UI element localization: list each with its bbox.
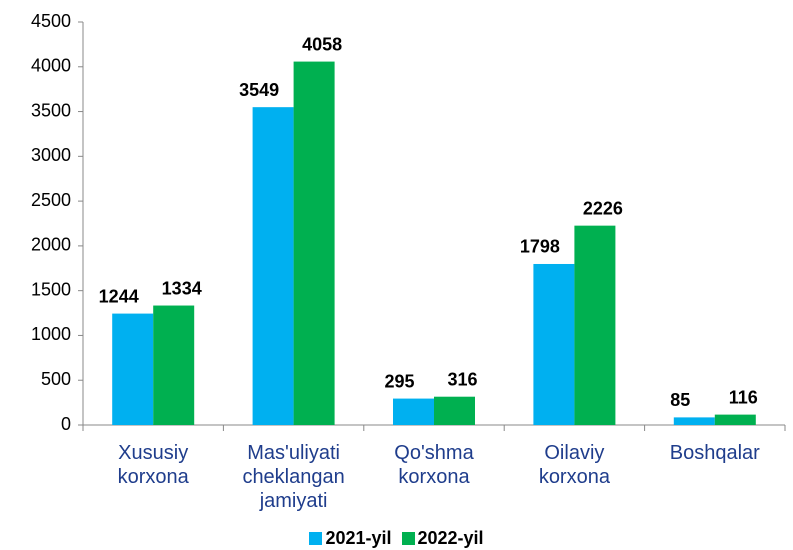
bar: [293, 61, 335, 425]
legend-swatch: [309, 532, 323, 545]
x-tick-label: Qo'shma korxona: [394, 442, 474, 488]
x-tick-label: Xususiy korxona: [117, 442, 189, 488]
data-label: 85: [670, 390, 690, 410]
data-label: 1244: [99, 286, 139, 306]
legend: 2021-yil 2022-yil: [0, 528, 793, 549]
y-tick-label: 500: [41, 369, 71, 389]
legend-swatch: [401, 532, 415, 545]
bar: [714, 414, 756, 425]
bar: [252, 107, 294, 426]
y-tick-label: 4000: [31, 56, 71, 76]
x-tick-label: Boshqalar: [669, 442, 760, 464]
legend-item: 2022-yil: [401, 528, 484, 549]
bar: [434, 396, 475, 425]
data-label: 3549: [239, 80, 279, 100]
data-label: 1798: [520, 237, 560, 257]
bar: [574, 225, 616, 425]
y-tick-label: 3500: [31, 100, 71, 120]
y-tick-label: 3000: [31, 145, 71, 165]
data-label: 316: [447, 369, 477, 389]
x-tick-label: Mas'uliyati cheklangan jamiyati: [242, 442, 345, 512]
bar: [533, 263, 575, 425]
data-label: 116: [729, 387, 758, 407]
x-tick-label: Oilaviy korxona: [538, 442, 610, 488]
bar: [673, 417, 715, 425]
legend-label: 2021-yil: [325, 528, 392, 548]
data-label: 295: [384, 371, 414, 391]
legend-item: 2021-yil: [309, 528, 392, 549]
y-tick-label: 2500: [31, 190, 71, 210]
y-tick-label: 2000: [31, 235, 71, 255]
bar: [393, 398, 434, 425]
y-tick-label: 1500: [31, 279, 71, 299]
bar: [112, 313, 154, 425]
legend-label: 2022-yil: [417, 528, 484, 548]
y-tick-label: 0: [61, 414, 71, 434]
y-tick-label: 4500: [31, 11, 71, 31]
data-label: 1334: [162, 278, 202, 298]
y-tick-label: 1000: [31, 324, 71, 344]
data-label: 4058: [302, 34, 342, 54]
data-label: 2226: [583, 198, 623, 218]
bar: [153, 305, 195, 425]
